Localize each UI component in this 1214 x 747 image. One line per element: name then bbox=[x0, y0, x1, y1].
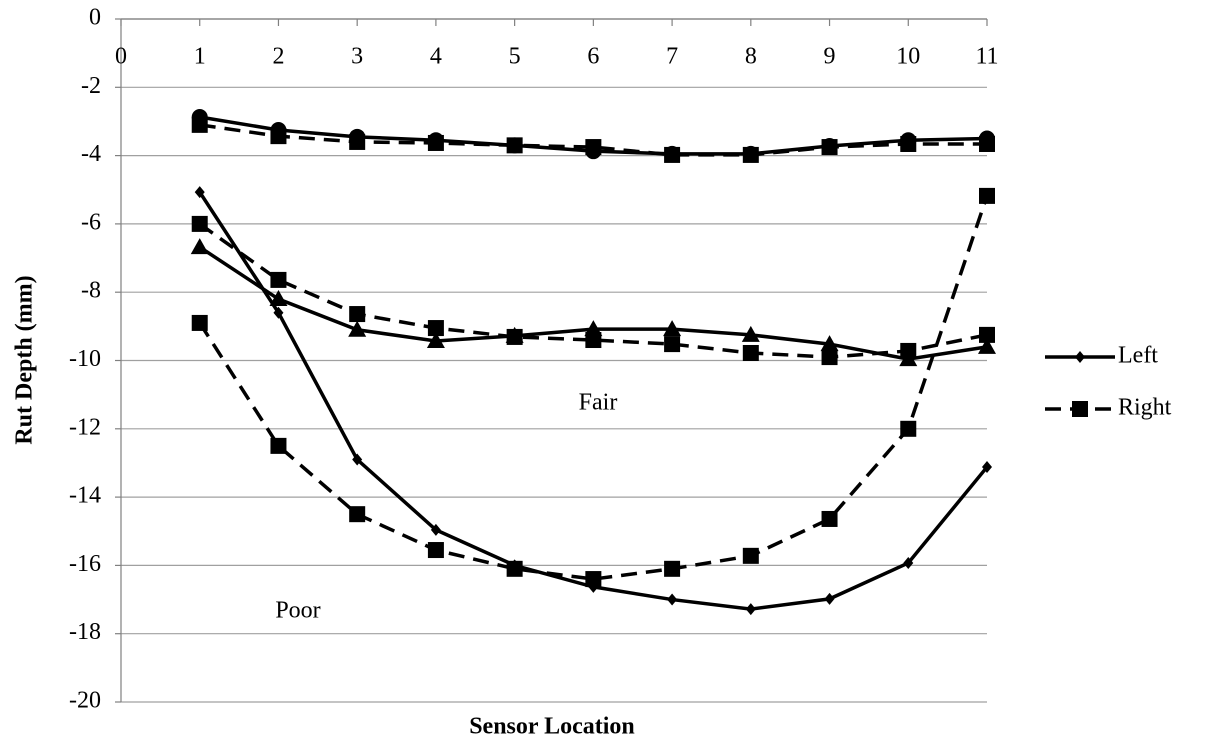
y-tick-label: 0 bbox=[89, 5, 101, 31]
marker bbox=[270, 437, 287, 454]
marker bbox=[900, 420, 917, 437]
marker bbox=[742, 146, 759, 163]
y-tick-label: -10 bbox=[69, 346, 101, 372]
marker bbox=[585, 139, 602, 156]
x-tick-label: 2 bbox=[272, 44, 284, 70]
marker bbox=[900, 135, 917, 152]
legend-label: Right bbox=[1118, 395, 1172, 421]
marker bbox=[741, 325, 760, 342]
marker bbox=[585, 332, 602, 349]
x-tick-label: 6 bbox=[587, 44, 599, 70]
marker bbox=[821, 349, 838, 366]
x-tick-label: 1 bbox=[194, 44, 206, 70]
marker bbox=[742, 344, 759, 361]
y-axis-title: Rut Depth (mm) bbox=[12, 275, 38, 444]
y-tick-label: -6 bbox=[81, 209, 101, 235]
line bbox=[198, 195, 989, 581]
x-tick-label: 10 bbox=[896, 44, 920, 70]
x-tick-label: 4 bbox=[430, 44, 442, 70]
marker bbox=[745, 603, 756, 616]
marker bbox=[820, 335, 839, 352]
x-tick-label: 7 bbox=[666, 44, 678, 70]
marker bbox=[506, 137, 523, 154]
marker bbox=[427, 134, 444, 151]
marker bbox=[194, 186, 205, 199]
y-tick-label: -12 bbox=[69, 414, 101, 440]
marker bbox=[348, 320, 367, 337]
marker bbox=[427, 320, 444, 337]
x-axis-title: Sensor Location bbox=[469, 714, 635, 740]
marker bbox=[506, 328, 523, 345]
y-tick-label: -4 bbox=[81, 141, 101, 167]
marker bbox=[982, 461, 992, 474]
y-tick-label: -2 bbox=[81, 73, 101, 99]
marker bbox=[900, 342, 917, 359]
x-tick-label: 5 bbox=[509, 44, 521, 70]
x-tick-label: 0 bbox=[115, 44, 127, 70]
marker bbox=[430, 523, 441, 536]
legend-item: Left bbox=[1045, 343, 1158, 369]
marker bbox=[273, 306, 284, 319]
marker bbox=[427, 542, 444, 559]
marker bbox=[824, 592, 835, 605]
marker bbox=[663, 320, 682, 337]
marker bbox=[191, 215, 208, 232]
x-tick-label: 9 bbox=[824, 44, 836, 70]
marker bbox=[664, 560, 681, 577]
marker bbox=[352, 453, 363, 466]
x-tick-label: 8 bbox=[745, 44, 757, 70]
marker bbox=[664, 146, 681, 163]
y-tick-label: -18 bbox=[69, 619, 101, 645]
marker bbox=[978, 337, 996, 354]
marker bbox=[979, 326, 995, 343]
marker bbox=[426, 332, 445, 349]
marker bbox=[270, 271, 287, 288]
x-tick-label: 11 bbox=[975, 44, 998, 70]
x-tick-label: 3 bbox=[351, 44, 363, 70]
y-tick-label: -16 bbox=[69, 551, 101, 577]
marker bbox=[585, 571, 602, 588]
marker bbox=[349, 306, 366, 323]
marker bbox=[1072, 401, 1088, 417]
y-tick-label: -14 bbox=[69, 483, 101, 509]
marker bbox=[191, 116, 208, 133]
marker bbox=[349, 506, 366, 523]
marker bbox=[821, 139, 838, 156]
marker bbox=[190, 238, 209, 255]
marker bbox=[191, 314, 208, 331]
marker bbox=[270, 128, 287, 145]
marker bbox=[1075, 351, 1085, 363]
marker bbox=[349, 133, 366, 150]
marker bbox=[979, 187, 995, 204]
annotation: Poor bbox=[275, 598, 320, 624]
marker bbox=[742, 547, 759, 564]
y-tick-label: -20 bbox=[69, 688, 101, 714]
marker bbox=[821, 510, 838, 527]
marker bbox=[506, 560, 523, 577]
marker bbox=[903, 557, 914, 570]
marker bbox=[667, 593, 678, 606]
legend-label: Left bbox=[1118, 343, 1158, 369]
marker bbox=[269, 290, 288, 307]
line bbox=[198, 222, 988, 359]
y-tick-label: -8 bbox=[81, 278, 101, 304]
line bbox=[199, 123, 987, 157]
legend-item: Right bbox=[1045, 395, 1172, 421]
marker bbox=[664, 336, 681, 353]
annotation: Fair bbox=[579, 390, 618, 416]
marker bbox=[979, 135, 995, 152]
